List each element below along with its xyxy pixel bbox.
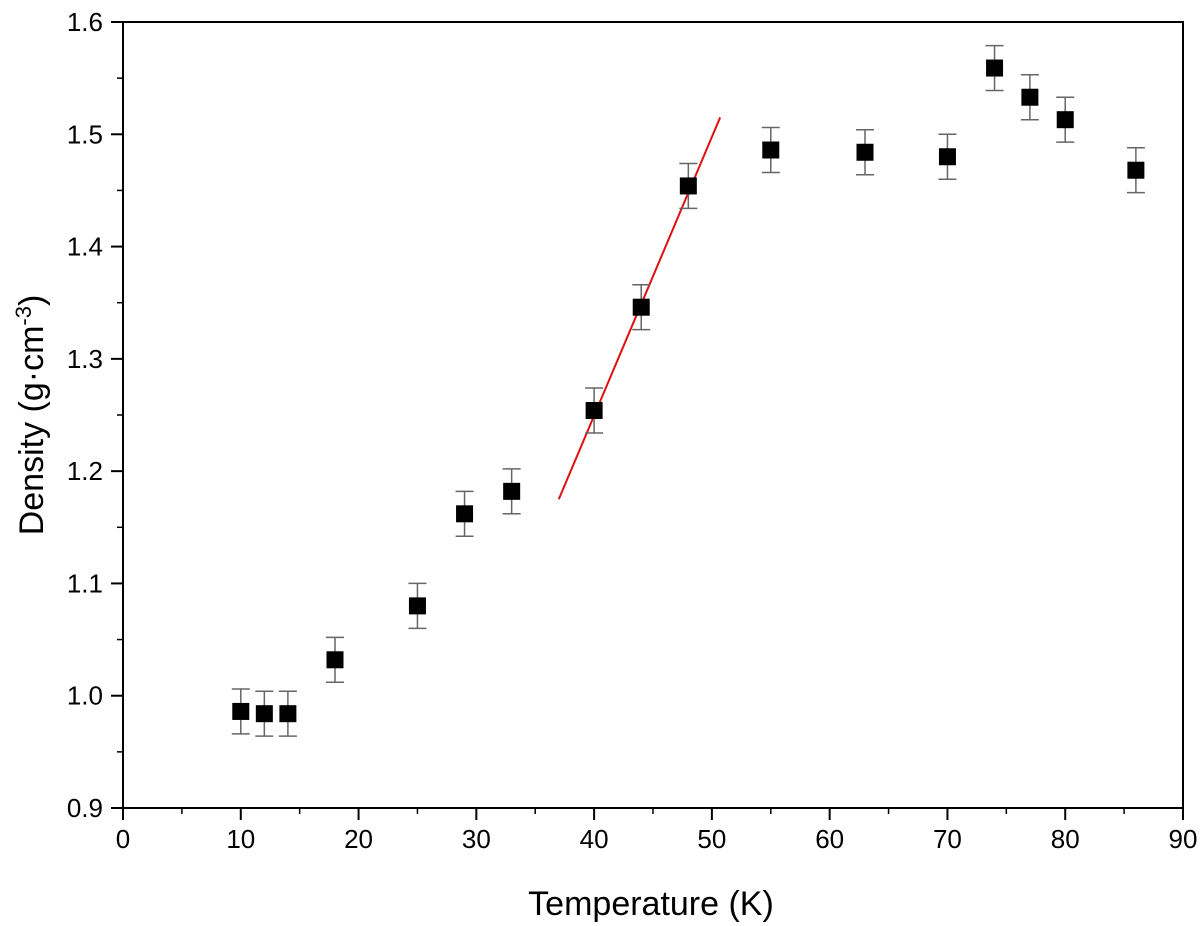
x-tick-label: 10 (226, 824, 255, 854)
x-axis-title: Temperature (K) (528, 885, 774, 923)
y-tick-label: 1.6 (67, 7, 103, 37)
y-axis-title-main: Density (g·cm (13, 326, 51, 536)
square-marker (856, 143, 874, 161)
x-tick-label: 0 (116, 824, 130, 854)
y-tick-label: 1.0 (67, 681, 103, 711)
x-tick-label: 20 (344, 824, 373, 854)
data-point (1020, 74, 1039, 121)
data-point (856, 129, 874, 176)
axis-ticks: 0 10 20 30 40 50 60 70 80 90 0.9 1.0 1.1 1.2 1.3 1.4 1.5… (67, 7, 1198, 854)
y-tick-label: 1.4 (67, 232, 103, 262)
data-point (502, 468, 521, 515)
y-tick-label: 1.5 (67, 119, 103, 149)
square-marker (1021, 88, 1039, 106)
square-marker (938, 148, 956, 166)
data-point (761, 126, 780, 174)
x-tick-label: 90 (1169, 824, 1198, 854)
data-point (585, 387, 604, 434)
square-marker (585, 402, 603, 420)
y-tick-label: 1.1 (67, 568, 103, 598)
square-marker (279, 705, 297, 723)
square-marker (679, 177, 697, 195)
data-point (632, 283, 651, 331)
y-axis-title-exponent: -3 (11, 306, 36, 326)
data-marks (231, 44, 1145, 737)
square-marker (326, 651, 344, 669)
data-point (278, 690, 297, 737)
square-marker (762, 141, 780, 159)
square-marker (632, 298, 650, 316)
square-marker (232, 702, 250, 720)
x-tick-label: 80 (1051, 824, 1080, 854)
x-tick-label: 40 (580, 824, 609, 854)
data-point (231, 688, 250, 735)
data-point (408, 582, 427, 630)
y-axis-title-suffix: ) (13, 295, 51, 306)
square-marker (503, 482, 521, 500)
y-tick-label: 1.2 (67, 456, 103, 486)
x-tick-label: 30 (462, 824, 491, 854)
plot-area (122, 21, 1184, 809)
x-tick-label: 50 (697, 824, 726, 854)
square-marker (408, 597, 426, 615)
y-axis-title: Density (g·cm-3) (11, 295, 52, 536)
square-marker (1127, 161, 1145, 179)
data-point (326, 636, 344, 683)
square-marker (986, 59, 1004, 77)
square-marker (456, 505, 474, 523)
square-marker (1056, 111, 1074, 129)
y-tick-label: 1.3 (67, 344, 103, 374)
x-tick-label: 60 (815, 824, 844, 854)
y-tick-label: 0.9 (67, 793, 103, 823)
x-tick-label: 70 (933, 824, 962, 854)
data-point (985, 44, 1004, 92)
plot-frame (122, 21, 1184, 809)
data-point (255, 690, 274, 737)
data-point (455, 490, 474, 538)
data-point (1126, 147, 1145, 194)
data-point (1056, 96, 1075, 143)
data-point (679, 162, 698, 210)
square-marker (255, 705, 273, 723)
data-point (938, 133, 957, 180)
